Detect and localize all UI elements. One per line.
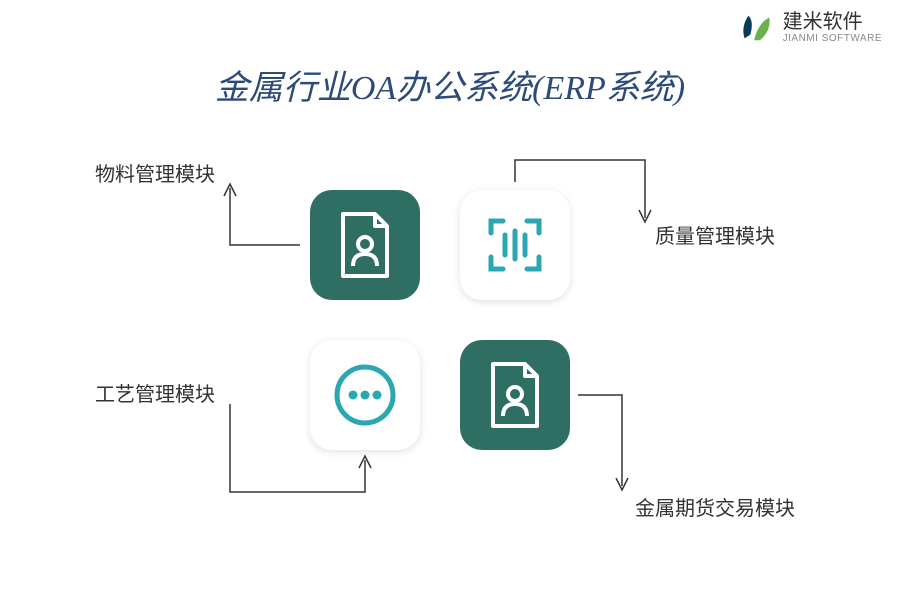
module-box-material	[310, 190, 420, 300]
logo-icon	[737, 8, 775, 46]
barcode-icon	[483, 213, 547, 277]
label-material: 物料管理模块	[95, 158, 215, 187]
logo-text-en: JIANMI SOFTWARE	[783, 33, 882, 44]
doc-person-icon	[335, 210, 395, 280]
module-box-quality	[460, 190, 570, 300]
page-title: 金属行业OA办公系统(ERP系统)	[0, 60, 900, 109]
module-box-futures	[460, 340, 570, 450]
dots-icon	[332, 362, 398, 428]
module-box-process	[310, 340, 420, 450]
label-futures: 金属期货交易模块	[635, 492, 795, 521]
brand-logo: 建米软件 JIANMI SOFTWARE	[737, 8, 882, 46]
label-process: 工艺管理模块	[95, 378, 215, 407]
label-quality: 质量管理模块	[655, 220, 775, 249]
doc-person-icon	[485, 360, 545, 430]
logo-text-cn: 建米软件	[783, 11, 882, 33]
